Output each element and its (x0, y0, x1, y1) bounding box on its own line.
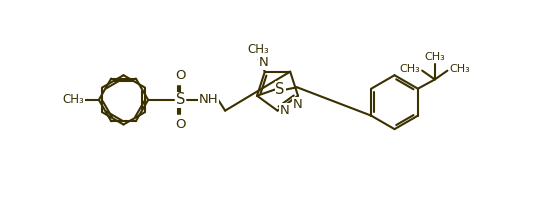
Text: CH₃: CH₃ (248, 43, 270, 56)
Text: CH₃: CH₃ (449, 64, 470, 74)
Text: S: S (276, 82, 285, 97)
Text: CH₃: CH₃ (425, 52, 445, 62)
Text: N: N (280, 104, 290, 117)
Text: CH₃: CH₃ (62, 93, 84, 106)
Text: O: O (175, 118, 186, 131)
Text: CH₃: CH₃ (400, 64, 420, 74)
Text: O: O (175, 69, 186, 82)
Text: N: N (293, 98, 303, 111)
Text: NH: NH (199, 93, 218, 106)
Text: N: N (258, 56, 268, 69)
Text: S: S (176, 92, 185, 107)
